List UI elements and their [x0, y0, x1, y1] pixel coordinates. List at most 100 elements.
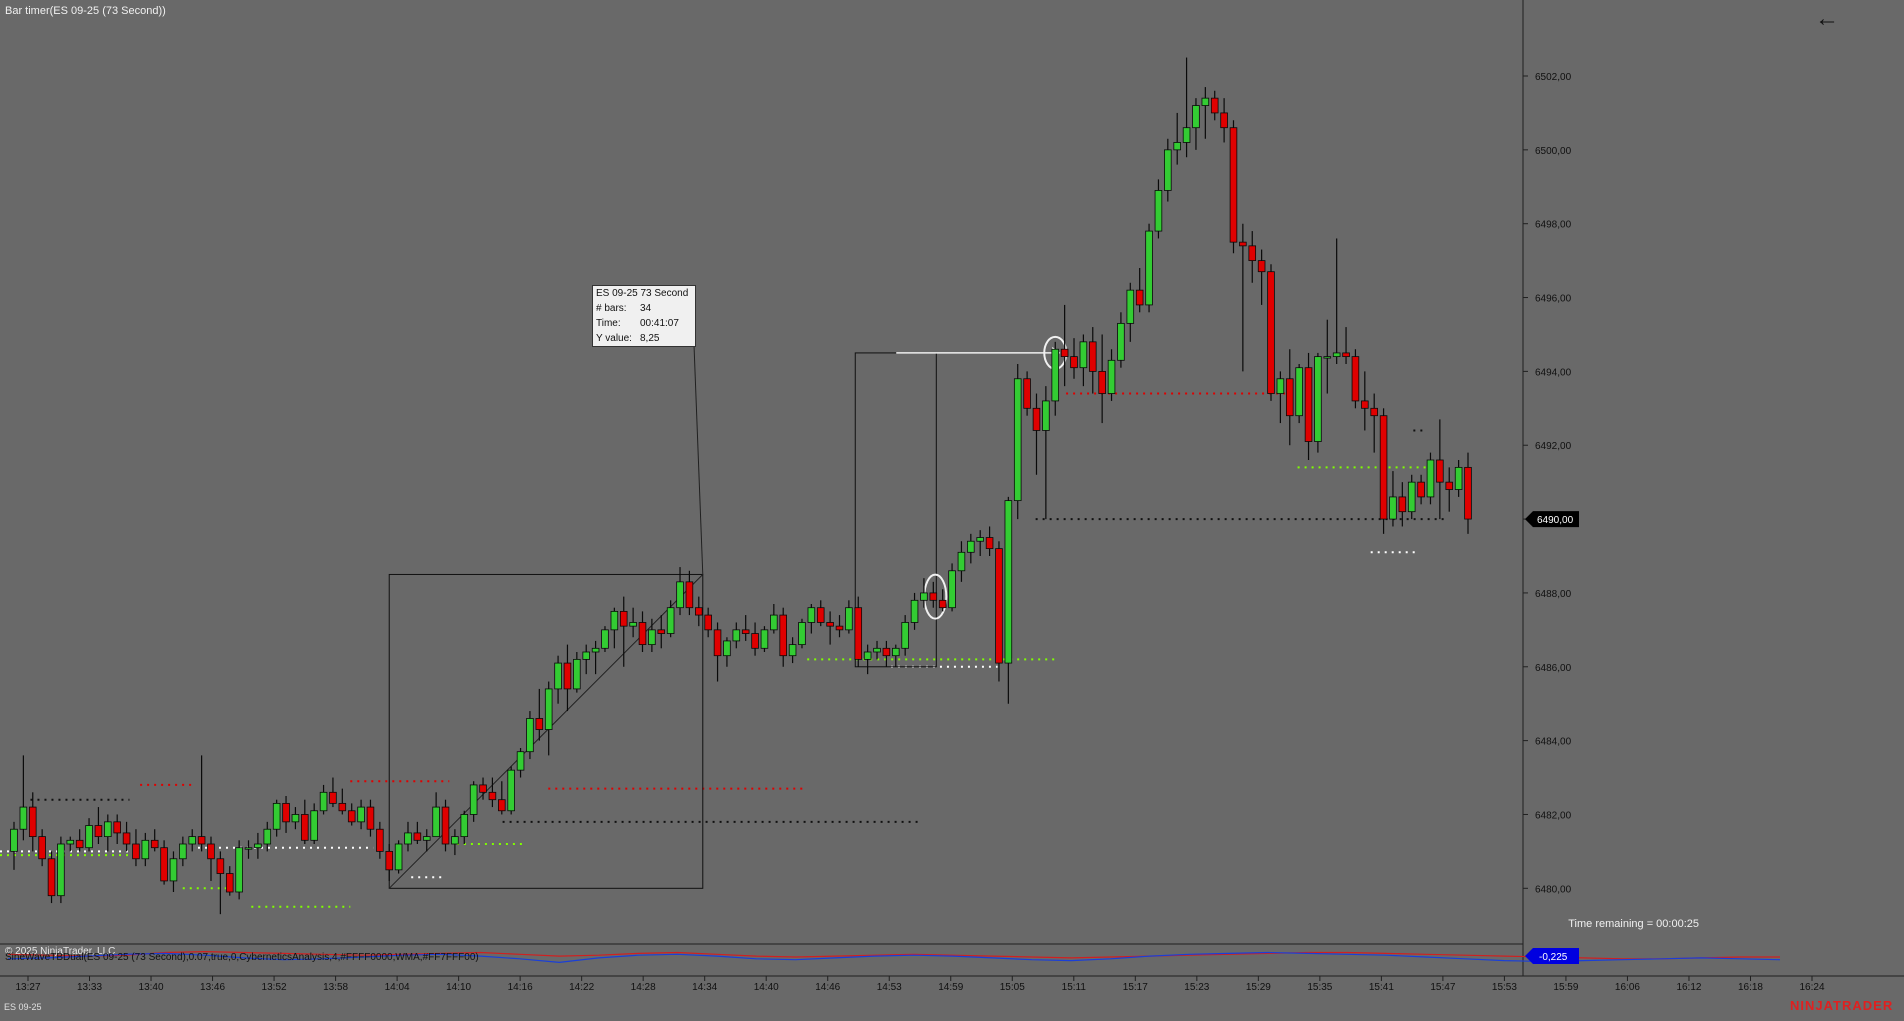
tooltip-yvalue-label: Y value: [596, 333, 632, 344]
candle-up-body [1107, 359, 1116, 394]
time-tick-label: 14:10 [446, 982, 471, 993]
candle-down-body [1398, 496, 1407, 513]
candle [1145, 223, 1153, 313]
candle-up-body [104, 821, 112, 838]
candle-up-body [788, 644, 797, 657]
candle [751, 622, 759, 656]
candle-down-body [713, 629, 722, 657]
candle-up-body [19, 806, 28, 830]
price-tick-label: 6492,00 [1535, 441, 1572, 452]
candle [957, 541, 966, 582]
candle [301, 799, 309, 844]
candle-up-body [1454, 466, 1463, 490]
candles [10, 57, 1472, 915]
candle [863, 644, 872, 675]
candle [573, 652, 581, 693]
time-tick-label: 13:58 [323, 982, 348, 993]
copyright-label: © 2025 NinjaTrader, LLC [5, 946, 116, 957]
candle [132, 829, 140, 867]
candle-down-body [338, 802, 347, 812]
candle-up-body [591, 647, 600, 653]
candle [976, 530, 984, 556]
candle-up-body [910, 599, 919, 623]
time-tick-label: 14:34 [692, 982, 717, 993]
candle-up-body [85, 825, 93, 849]
candle-down-body [1267, 271, 1275, 394]
candle-down-body [1070, 356, 1078, 369]
candle-up-body [732, 629, 741, 642]
sine-wave-line [7, 950, 1780, 960]
candle [197, 755, 206, 852]
candle [685, 570, 694, 616]
tooltip-yvalue-value: 8,25 [640, 333, 660, 344]
candle-up-body [629, 622, 637, 627]
candle [1314, 352, 1322, 453]
candle [1323, 319, 1332, 394]
candle [28, 792, 37, 852]
time-tick-label: 15:29 [1246, 982, 1271, 993]
candle [104, 814, 112, 852]
candle-down-body [779, 614, 787, 657]
candle [619, 596, 628, 667]
time-tick-label: 13:40 [139, 982, 164, 993]
candle-down-body [376, 828, 384, 852]
candle-down-body [929, 592, 938, 601]
candle-up-body [976, 537, 984, 542]
candle-down-body [657, 629, 666, 634]
candle-down-body [995, 548, 1003, 664]
candle-down-body [160, 847, 168, 882]
candle [10, 821, 18, 870]
candle-down-body [1060, 348, 1069, 358]
candle [57, 836, 65, 904]
time-tick-label: 16:24 [1799, 982, 1824, 993]
price-tick-label: 6500,00 [1535, 146, 1572, 157]
candle-up-body [1013, 378, 1022, 502]
candle [1135, 268, 1144, 313]
candle-down-body [1220, 112, 1228, 129]
arrow-left-icon[interactable]: ← [1815, 5, 1839, 32]
candle [479, 777, 487, 800]
candle [695, 596, 703, 627]
candle [1276, 371, 1285, 424]
candle-up-body [319, 791, 328, 812]
candle-up-body [188, 836, 197, 845]
candle [338, 788, 347, 815]
candle [760, 626, 769, 652]
candle-up-body [526, 718, 534, 753]
candle-up-body [676, 581, 684, 609]
candle-down-body [122, 832, 131, 845]
candle-up-body [1145, 230, 1153, 306]
candle [1201, 87, 1210, 139]
candle [995, 541, 1003, 682]
last-price-label: 6490,00 [1537, 515, 1574, 526]
candle [1361, 371, 1369, 431]
candle [75, 829, 84, 852]
candle-up-body [1201, 97, 1210, 106]
candle [357, 799, 365, 830]
candle [1426, 452, 1435, 505]
candle [1351, 349, 1360, 409]
candle [94, 807, 103, 844]
candle-down-body [685, 581, 694, 609]
candle [770, 604, 778, 634]
time-tick-label: 14:22 [569, 982, 594, 993]
time-tick-label: 15:11 [1062, 982, 1087, 993]
candle-up-body [291, 814, 300, 823]
candle-up-body [610, 610, 619, 631]
time-tick-label: 13:27 [15, 982, 40, 993]
candle-down-body [28, 806, 37, 838]
time-remaining-label: Time remaining = 00:00:25 [1568, 918, 1699, 930]
candle [798, 618, 806, 649]
candle-up-body [1126, 289, 1135, 324]
candle [272, 799, 281, 837]
candle [845, 600, 853, 634]
candle [1098, 334, 1106, 424]
candle-up-body [254, 843, 262, 849]
price-tick-label: 6486,00 [1535, 663, 1572, 674]
price-tick-label: 6480,00 [1535, 884, 1572, 895]
candle-down-body [150, 839, 159, 849]
time-tick-label: 15:35 [1307, 982, 1332, 993]
candle [535, 688, 544, 741]
candle-down-body [207, 843, 215, 860]
